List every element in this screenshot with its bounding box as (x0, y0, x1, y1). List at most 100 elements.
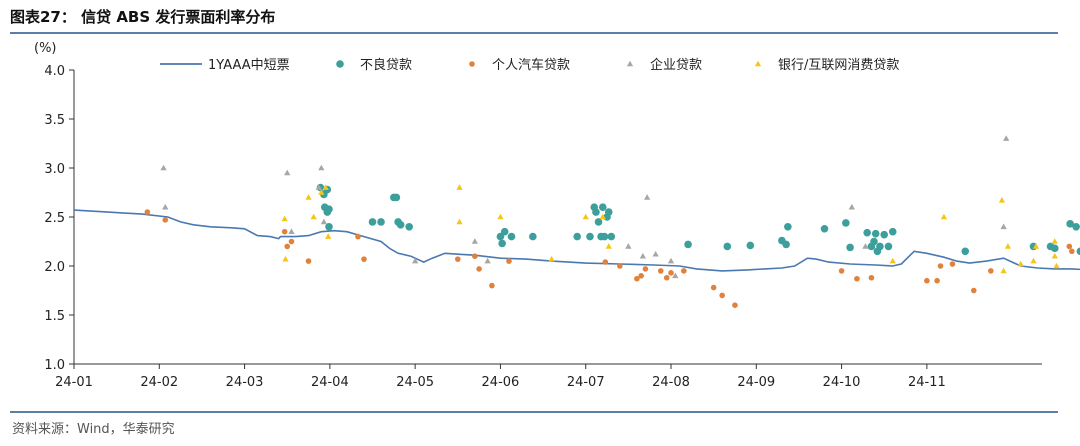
point-3-8 (471, 238, 478, 244)
legend-swatch-4 (754, 60, 762, 67)
legend-swatch-3 (626, 60, 634, 67)
point-1-34 (782, 240, 790, 249)
point-1-47 (888, 227, 897, 236)
point-1-46 (884, 242, 893, 251)
point-1-13 (405, 223, 413, 231)
point-2-28 (924, 277, 930, 284)
point-3-15 (672, 272, 679, 279)
point-2-18 (657, 268, 664, 274)
title-divider (10, 32, 1058, 34)
series-4 (281, 184, 1060, 274)
point-2-17 (642, 266, 649, 272)
x-tick-label-0: 24-01 (55, 375, 93, 390)
y-tick-label-1: 1.5 (44, 309, 65, 324)
series-2 (144, 209, 1075, 309)
scatter-chart: (%) 1YAAA中短票 不良贷款 个人汽车贷款 企业贷款 银行/互联网消费贷款 1.0… (34, 41, 1080, 390)
point-2-6 (355, 233, 361, 240)
x-tick-label-5: 24-06 (482, 375, 520, 390)
point-1-53 (1072, 223, 1080, 231)
point-2-15 (634, 275, 640, 282)
point-4-23 (1051, 252, 1058, 259)
point-2-24 (732, 302, 738, 309)
point-2-13 (602, 259, 609, 265)
point-4-11 (582, 213, 589, 220)
y-tick-label-5: 3.5 (44, 113, 65, 128)
x-tick-label-9: 24-10 (823, 375, 861, 390)
point-2-8 (454, 256, 461, 262)
x-tick-label-1: 24-02 (140, 375, 178, 390)
series-marks (73, 135, 1080, 309)
y-tick-label-2: 2.0 (44, 260, 65, 275)
point-3-17 (862, 243, 869, 249)
point-2-22 (710, 284, 717, 291)
point-2-33 (988, 268, 994, 274)
point-3-19 (1003, 135, 1010, 141)
point-2-26 (854, 275, 860, 282)
point-1-16 (500, 227, 509, 236)
point-4-21 (1032, 243, 1040, 249)
point-3-2 (284, 169, 291, 176)
series-1 (316, 183, 1080, 256)
point-1-7 (368, 218, 377, 226)
point-1-51 (1050, 244, 1059, 253)
point-1-17 (507, 232, 516, 241)
point-2-19 (663, 274, 670, 281)
x-tick-label-4: 24-05 (396, 375, 434, 390)
point-1-8 (377, 218, 385, 226)
point-1-28 (604, 208, 613, 216)
point-1-29 (607, 232, 616, 241)
point-1-52 (1066, 220, 1074, 228)
point-4-9 (497, 213, 504, 220)
point-1-44 (876, 242, 884, 251)
x-tick-label-2: 24-03 (226, 375, 264, 390)
point-1-25 (598, 203, 607, 211)
point-3-12 (643, 194, 651, 200)
point-4-17 (1000, 267, 1007, 274)
point-4-1 (282, 255, 289, 262)
y-axis-label: (%) (34, 41, 57, 56)
point-1-26 (600, 232, 609, 241)
point-2-1 (162, 217, 169, 223)
point-2-23 (719, 292, 725, 299)
point-3-6 (320, 218, 328, 225)
y-tick-label-4: 3.0 (44, 162, 65, 177)
point-4-6 (325, 233, 332, 239)
point-1-15 (498, 239, 506, 248)
point-4-15 (940, 213, 948, 220)
point-1-30 (684, 240, 692, 249)
title-bar: 图表27： 信贷 ABS 发行票面利率分布 (0, 0, 1080, 34)
point-1-14 (496, 232, 505, 241)
legend-swatch-2 (469, 61, 475, 67)
point-1-38 (846, 243, 854, 252)
point-2-11 (489, 282, 495, 289)
point-2-29 (934, 277, 940, 284)
point-2-35 (1069, 248, 1075, 255)
point-3-14 (667, 257, 675, 264)
point-1-37 (842, 219, 850, 227)
point-1-10 (392, 193, 401, 202)
point-1-45 (880, 230, 889, 239)
point-3-1 (162, 203, 169, 210)
point-1-41 (870, 237, 878, 246)
chart-title: 图表27： 信贷 ABS 发行票面利率分布 (10, 8, 276, 26)
point-1-5 (325, 223, 333, 231)
point-4-10 (548, 255, 555, 262)
point-2-14 (617, 263, 623, 269)
legend-label-1: 不良贷款 (360, 57, 412, 73)
point-1-19 (573, 232, 581, 241)
point-1-39 (863, 228, 871, 237)
point-4-3 (310, 213, 317, 220)
point-2-0 (144, 209, 151, 215)
x-tick-label-6: 24-07 (567, 375, 605, 390)
point-4-20 (1030, 257, 1037, 264)
x-tick-label-10: 24-11 (908, 375, 946, 390)
point-2-7 (361, 256, 367, 262)
point-2-20 (668, 270, 674, 276)
chart-area: (%) 1YAAA中短票 不良贷款 个人汽车贷款 企业贷款 银行/互联网消费贷款 1.0… (0, 34, 1080, 410)
legend-label-3: 企业贷款 (650, 57, 702, 73)
legend-label-0: 1YAAA中短票 (208, 58, 290, 73)
point-2-12 (506, 258, 512, 264)
point-1-32 (746, 241, 755, 250)
y-tick-label-6: 4.0 (44, 64, 65, 79)
point-3-3 (288, 228, 295, 235)
